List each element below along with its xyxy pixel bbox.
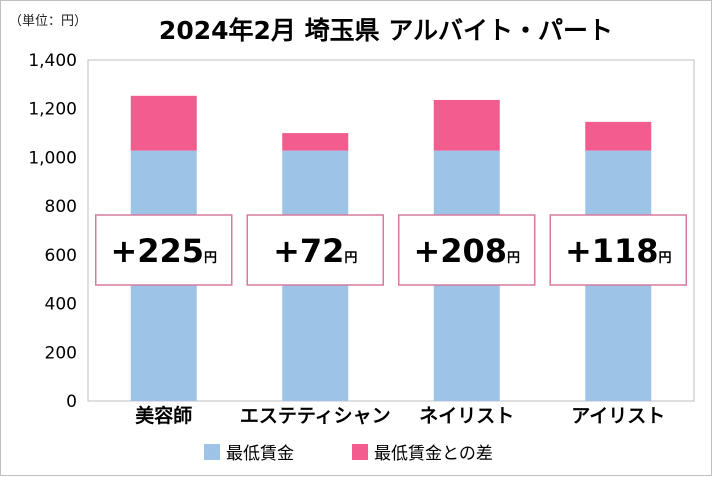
difference-label: +118円 xyxy=(565,232,672,270)
annotations-group: +225円 +72円 +208円 +118円 xyxy=(95,214,687,286)
difference-badge xyxy=(246,214,384,286)
difference-label: +72円 xyxy=(273,232,357,270)
difference-label: +225円 xyxy=(110,232,217,270)
y-tick-label: 200 xyxy=(45,343,77,363)
y-tick-label: 0 xyxy=(66,392,77,412)
difference-badge xyxy=(549,214,687,286)
legend-swatch xyxy=(204,444,220,460)
bar-difference-segment xyxy=(282,133,349,151)
legend-label: 最低賃金との差 xyxy=(374,444,493,464)
y-tick-label: 1,000 xyxy=(28,148,77,168)
legend-swatch xyxy=(352,444,368,460)
y-tick-label: 1,200 xyxy=(28,100,77,120)
bar-difference-segment xyxy=(433,99,500,151)
unit-label: （単位：円） xyxy=(9,13,87,29)
category-label: ネイリスト xyxy=(419,405,514,427)
chart-title: 2024年2月 埼玉県 アルバイト・パート xyxy=(159,16,613,45)
plot-area xyxy=(87,59,695,402)
y-axis: 0 200 400 600 800 1,000 1,200 1,400 xyxy=(28,51,77,412)
legend-label: 最低賃金 xyxy=(226,444,294,464)
category-label: アイリスト xyxy=(571,405,665,427)
y-tick-label: 1,400 xyxy=(28,51,77,71)
y-tick-label: 400 xyxy=(45,295,77,315)
bar-difference-segment xyxy=(585,121,652,151)
y-tick-label: 800 xyxy=(45,197,77,217)
bar-difference-segment xyxy=(130,95,197,151)
category-label: エステティシャン xyxy=(240,405,391,427)
legend: 最低賃金 最低賃金との差 xyxy=(204,444,493,464)
difference-badge xyxy=(398,214,536,286)
category-label: 美容師 xyxy=(135,404,192,427)
difference-badge xyxy=(95,214,233,286)
y-tick-label: 600 xyxy=(45,246,77,266)
difference-label: +208円 xyxy=(413,232,520,270)
x-axis-labels: 美容師 エステティシャン ネイリスト アイリスト xyxy=(135,404,665,427)
